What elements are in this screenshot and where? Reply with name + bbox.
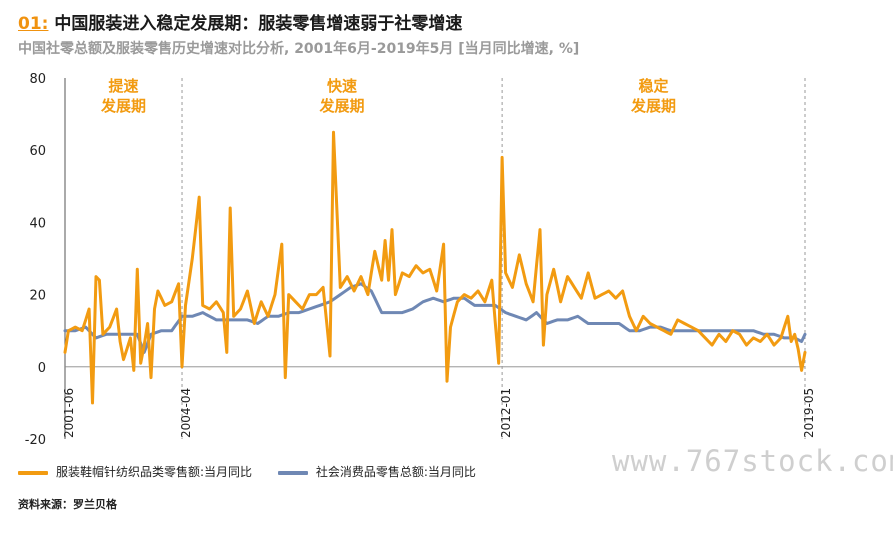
x-tick-label: 2019-05 <box>802 388 816 438</box>
series-line-total-retail <box>63 282 807 354</box>
legend-swatch-total-retail <box>277 470 308 475</box>
series-line-apparel <box>63 130 807 405</box>
y-tick-label: 20 <box>29 289 46 304</box>
x-tick-label: 2004-04 <box>179 388 193 438</box>
y-tick-label: 80 <box>29 72 46 87</box>
legend-label-apparel: 服装鞋帽针纺织品类零售额:当月同比 <box>56 465 253 479</box>
chart-subtitle: 中国社零总额及服装零售历史增速对比分析, 2001年6月-2019年5月 [当月… <box>18 41 580 57</box>
x-tick-label: 2001-06 <box>62 388 76 438</box>
phase-label-line2: 发展期 <box>100 97 146 115</box>
y-tick-label: 60 <box>29 144 46 159</box>
chart-title-text: 中国服装进入稳定发展期：服装零售增速弱于社零增速 <box>54 14 463 34</box>
y-tick-label: -20 <box>25 433 46 448</box>
x-tick-label: 2012-01 <box>499 388 513 438</box>
legend: 服装鞋帽针纺织品类零售额:当月同比 社会消费品零售总额:当月同比 <box>18 463 498 480</box>
y-tick-label: 0 <box>38 361 46 376</box>
source-note: 资料来源：罗兰贝格 <box>18 498 117 511</box>
legend-item-apparel: 服装鞋帽针纺织品类零售额:当月同比 <box>18 463 252 480</box>
watermark: www.767stock.com <box>612 444 893 478</box>
phase-label-line2: 发展期 <box>319 97 365 115</box>
chart-number: 01: <box>18 14 49 34</box>
phase-label-line2: 发展期 <box>630 97 676 115</box>
phase-label-line1: 快速 <box>327 77 357 95</box>
legend-item-total-retail: 社会消费品零售总额:当月同比 <box>277 463 476 480</box>
phase-label-line1: 提速 <box>109 77 139 95</box>
legend-label-total-retail: 社会消费品零售总额:当月同比 <box>315 465 476 479</box>
chart-title: 01: 中国服装进入稳定发展期：服装零售增速弱于社零增速 <box>18 9 462 34</box>
y-tick-label: 40 <box>29 216 46 231</box>
legend-swatch-apparel <box>18 470 48 475</box>
phase-label-line1: 稳定 <box>639 77 669 95</box>
